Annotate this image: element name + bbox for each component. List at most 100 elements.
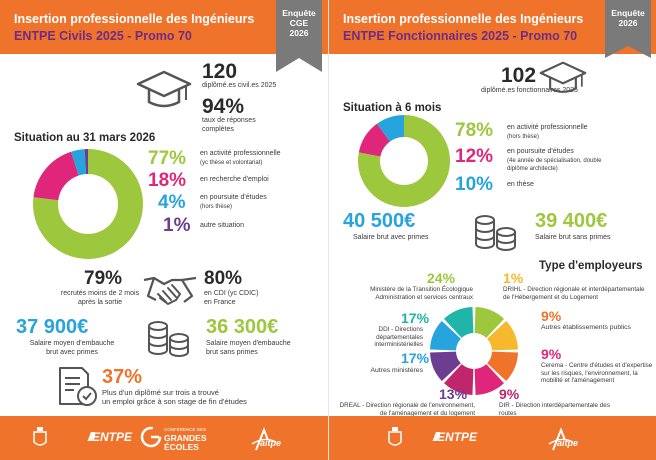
aitpe-logo: aitpe [250, 426, 290, 457]
entpe-logo-text: ENTPE [92, 430, 133, 444]
employer-segment-0 [474, 307, 505, 338]
response-rate-label: taux de réponses complètes [202, 117, 256, 134]
fonctionnaires-panel: Insertion professionnelle des Ingénieurs… [328, 0, 656, 460]
f-situation-employed-label: en activité professionnelle (hors thèse) [507, 124, 588, 141]
civils-situation-slice-1 [33, 151, 79, 201]
fonctionnaires-salary-bonus-value: 40 500€ [343, 210, 416, 232]
employer-ddi-text: DDI [378, 326, 390, 333]
cge-logo: CONFÉRENCE DES GRANDES ÉCOLES [164, 425, 207, 452]
employer-drihl-text: DRIHL [503, 286, 522, 293]
employer-segment-4 [443, 364, 474, 395]
cge-logo-icon [140, 426, 162, 448]
employer-segment-2 [487, 351, 518, 382]
situation-other-label: autre situation [200, 222, 244, 229]
fonctionnaires-salary-label: Salaire brut sans primes [535, 234, 611, 241]
civils-salary-label-2: brut sans primes [206, 348, 258, 356]
civils-graduates-value: 120 [202, 60, 238, 83]
recruited-label: recrutés moins de 2 mois après la sortie [42, 290, 158, 307]
civils-salary-label-1: Salaire moyen d'embauche [206, 340, 291, 347]
f-situation-employed-value: 78% [455, 120, 494, 141]
fonctionnaires-salary-bonus-label: Salaire brut avec primes [353, 234, 429, 241]
fonctionnaires-situation-slice-1 [358, 123, 390, 157]
f-situation-employed-sub: (hors thèse) [507, 133, 540, 140]
school-crest-icon-right [388, 427, 402, 446]
situation-studies-text: en poursuite d'études [200, 194, 267, 201]
employers-title: Type d'employeurs [539, 260, 643, 272]
fonctionnaires-situation-title: Situation à 6 mois [343, 102, 442, 114]
employer-cerema-sub: - Centre d'études et d'expertise sur les… [541, 362, 653, 384]
cge-logo-line3: ÉCOLES [164, 442, 199, 452]
situation-other-value: 1% [163, 215, 191, 236]
aitpe-logo-right-icon [548, 427, 574, 451]
entpe-logo-right-text: ENTPE [437, 430, 478, 444]
cge-logo-line1: CONFÉRENCE DES [164, 427, 207, 432]
civils-situation-slice-0 [33, 149, 143, 259]
employer-segment-7 [443, 307, 474, 338]
employer-mte-value: 24% [427, 270, 456, 286]
aitpe-logo-icon [251, 427, 277, 451]
situation-employed-sub: (yc thèse et volontariat) [200, 159, 263, 166]
employer-segment-3 [474, 364, 505, 395]
tag-right-line2: 2026 [618, 18, 638, 28]
fonctionnaires-footer: ///ENTPE aitpe [329, 416, 656, 460]
employer-mte-text: Ministère de la Transition Écologique [370, 286, 473, 293]
fonctionnaires-situation-slice-2 [376, 115, 404, 142]
civils-subtitle: ENTPE Civils 2025 - Promo 70 [14, 29, 192, 43]
situation-employed-text: en activité professionnelle [200, 150, 281, 157]
employer-dir-label: DIR - Direction interdépartementale des … [499, 402, 619, 417]
civils-graduates-label: diplômé.es civil.es 2025 [202, 82, 277, 89]
situation-studies-value: 4% [158, 192, 186, 213]
f-situation-studies-label: en poursuite d'études (4e année de spéci… [507, 148, 617, 174]
fonctionnaires-graduates-label: diplômé.es fonctionnaires 2025 [481, 87, 578, 94]
employer-ep-value: 9% [541, 308, 562, 324]
cdi-label-1: en CDI (yc CDIC) [204, 290, 259, 297]
response-rate-label-1: taux de réponses [202, 117, 256, 124]
employer-segment-6 [430, 320, 461, 351]
internship-label-2: un emploi grâce à son stage de fin d'étu… [102, 397, 247, 406]
recruited-label-2: après la sortie [78, 298, 122, 306]
cdi-label: en CDI (yc CDIC) en France [204, 290, 258, 307]
employer-dir-value: 9% [499, 386, 520, 402]
aitpe-logo-right-text: aitpe [557, 438, 579, 448]
f-situation-studies-value: 12% [455, 146, 494, 167]
certificate-icon [59, 367, 97, 406]
civils-salary-bonus-label: Salaire moyen d'embauche brut avec prime… [16, 340, 128, 357]
fonctionnaires-salary-value: 39 400€ [535, 210, 608, 232]
f-situation-studies-sub: (4e année de spécialisation, double dipl… [507, 157, 602, 173]
civils-footer: ///ENTPE CONFÉRENCE DES GRANDES ÉCOLES a… [0, 416, 328, 460]
fonctionnaires-subtitle: ENTPE Fonctionnaires 2025 - Promo 70 [343, 29, 578, 43]
f-situation-employed-text: en activité professionnelle [507, 124, 588, 131]
recruited-value: 79% [84, 268, 123, 289]
school-crest-icon [33, 427, 47, 446]
cdi-label-2: en France [204, 298, 236, 306]
civils-title: Insertion professionnelle des Ingénieurs [14, 12, 255, 26]
fonctionnaires-situation-slice-0 [358, 115, 450, 207]
employer-cerema-text: Cerema [541, 362, 564, 369]
recruited-label-1: recrutés moins de 2 mois [60, 290, 140, 297]
employer-drihl-label: DRIHL - Direction régionale et interdépa… [503, 286, 651, 301]
fonctionnaires-situation-donut [358, 115, 450, 207]
internship-label: Plus d'un diplômé sur trois a trouvé un … [102, 388, 247, 406]
internship-label-1: Plus d'un diplômé sur trois a trouvé [102, 388, 219, 397]
civils-situation-slice-3 [84, 149, 88, 175]
response-rate-value: 94% [202, 95, 245, 118]
employer-ddi-label: DDI - Directions départementales intermi… [339, 326, 423, 349]
situation-seeking-label: en recherche d'emploi [200, 176, 269, 183]
civils-header: Insertion professionnelle des Ingénieurs… [0, 0, 328, 72]
aitpe-logo-right: aitpe [547, 426, 587, 457]
situation-studies-label: en poursuite d'études (hors thèse) [200, 194, 267, 211]
employer-drihl-sub: - Direction régionale et interdépartemen… [503, 286, 645, 301]
f-situation-thesis-value: 10% [455, 174, 494, 195]
civils-salary-label: Salaire moyen d'embauche brut sans prime… [206, 340, 291, 357]
tag-right-line1: Enquête [611, 8, 645, 18]
f-situation-thesis-label: en thèse [507, 181, 534, 188]
civils-situation-slice-2 [71, 149, 87, 176]
fonctionnaires-graduates-value: 102 [501, 64, 537, 87]
fonctionnaires-title: Insertion professionnelle des Ingénieurs [343, 12, 584, 26]
civils-situation-title: Situation au 31 mars 2026 [14, 132, 156, 144]
employer-dir-sub: - Direction interdépartementale des rout… [499, 402, 610, 417]
employer-dreal-sub: - Direction régionale de l'environnement… [362, 402, 475, 417]
employer-dreal-text: DREAL [339, 402, 361, 409]
employer-dir-text: DIR [499, 402, 510, 409]
civils-situation-donut [33, 149, 143, 259]
